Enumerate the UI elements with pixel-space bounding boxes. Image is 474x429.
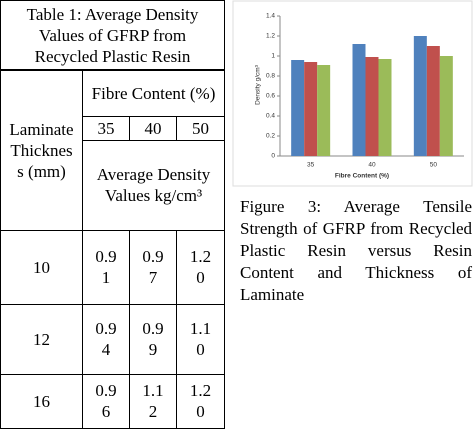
- group-header: Fibre Content (%): [81, 69, 226, 117]
- column-header: 40: [129, 115, 177, 141]
- bar: [439, 56, 453, 156]
- y-tick-label: 0.8: [266, 73, 275, 80]
- y-tick-label: 0.4: [266, 113, 275, 120]
- cell: 1.20: [175, 229, 226, 305]
- bar: [352, 44, 366, 156]
- table-title: Table 1: Average Density Values of GFRP …: [0, 0, 226, 71]
- cell: 1.20: [175, 373, 226, 429]
- y-tick-label: 0.2: [266, 133, 275, 140]
- cell: 0.96: [82, 373, 130, 429]
- figure-caption: Figure 3: Average Tensile Strength of GF…: [240, 197, 472, 304]
- bar: [413, 36, 427, 156]
- x-axis-label: Fibre Content (%): [335, 173, 389, 180]
- bar: [291, 60, 305, 156]
- row-header: Laminate Thickness (mm): [0, 69, 83, 231]
- x-tick-label: 40: [368, 162, 376, 169]
- cell: 0.97: [129, 229, 177, 305]
- y-tick-label: 0.6: [266, 93, 275, 100]
- y-axis-label: Density g/cm³: [255, 64, 262, 105]
- bar: [426, 46, 440, 156]
- cell: 16: [0, 373, 83, 429]
- chart: Density g/cm³ Fibre Content (%) 0 0.2 0.4 0…: [232, 0, 473, 187]
- value-header: Average Density Values kg/cm³: [81, 139, 226, 231]
- y-tick-label: 1.2: [266, 33, 275, 40]
- column-header: 35: [82, 115, 130, 141]
- x-tick-label: 50: [430, 162, 438, 169]
- cell: 0.94: [82, 303, 130, 375]
- bar: [378, 59, 392, 156]
- column-header: 50: [175, 115, 226, 141]
- y-tick-label: 1.4: [266, 13, 275, 20]
- x-tick-label: 35: [307, 162, 315, 169]
- cell: 10: [0, 229, 83, 305]
- y-tick-label: 0: [271, 153, 275, 160]
- cell: 12: [0, 303, 83, 375]
- cell: 0.91: [82, 229, 130, 305]
- cell: 1.10: [175, 303, 226, 375]
- bar: [317, 65, 331, 156]
- bar: [365, 57, 379, 156]
- y-tick-label: 1: [271, 53, 275, 60]
- density-table: Table 1: Average Density Values of GFRP …: [0, 0, 226, 429]
- cell: 1.12: [129, 373, 177, 429]
- cell: 0.99: [129, 303, 177, 375]
- bar: [304, 62, 318, 156]
